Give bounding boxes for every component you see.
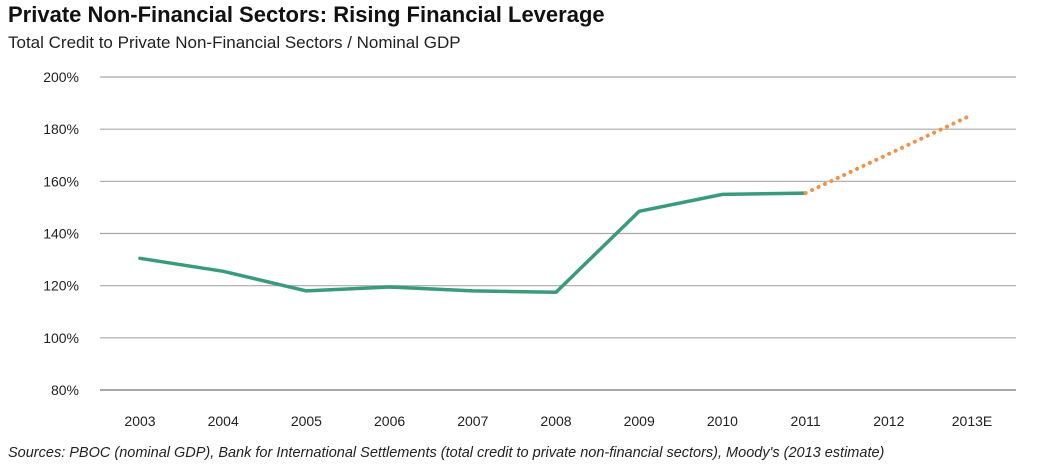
x-tick-label: 2010 [707, 413, 738, 429]
x-tick-label: 2008 [540, 413, 571, 429]
x-tick-label: 2006 [374, 413, 405, 429]
chart-subtitle: Total Credit to Private Non-Financial Se… [8, 33, 461, 52]
x-tick-label: 2005 [291, 413, 322, 429]
y-axis-ticks: 80% 100% 120% 140% 160% 180% 200% [43, 69, 79, 398]
y-tick-label: 160% [43, 173, 79, 189]
series-line-actual [138, 191, 808, 294]
y-tick-label: 80% [51, 382, 79, 398]
y-tick-label: 120% [43, 278, 79, 294]
x-tick-label: 2012 [873, 413, 904, 429]
series-lines [138, 112, 974, 294]
x-tick-label: 2007 [457, 413, 488, 429]
x-axis-ticks: 2003 2004 2005 2006 2007 2008 2009 2010 2011 2012… [124, 413, 992, 429]
x-tick-label: 2011 [791, 413, 821, 429]
y-tick-label: 100% [43, 330, 79, 346]
source-note: Sources: PBOC (nominal GDP), Bank for In… [8, 445, 885, 461]
gridlines [100, 76, 1016, 391]
chart-title: Private Non-Financial Sectors: Rising Fi… [8, 2, 605, 27]
y-tick-label: 200% [43, 69, 79, 85]
x-tick-label: 2009 [624, 413, 655, 429]
series-line-estimate [803, 112, 974, 196]
x-tick-label: 2013E [952, 413, 992, 429]
y-tick-label: 180% [43, 121, 79, 137]
x-tick-label: 2003 [124, 413, 155, 429]
x-tick-label: 2004 [208, 413, 239, 429]
y-tick-label: 140% [43, 226, 79, 242]
